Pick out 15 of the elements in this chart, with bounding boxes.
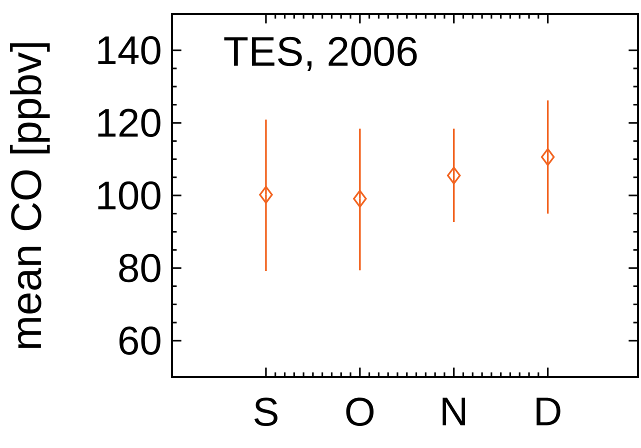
point [259, 186, 273, 204]
y-tick-label: 80 [119, 254, 160, 282]
x-tick-label: S [254, 398, 278, 426]
point [353, 190, 367, 208]
x-tick-label: O [346, 398, 374, 426]
x-tick-label: D [536, 398, 560, 426]
annotation: TES, 2006 [224, 36, 417, 71]
y-tick-label: 60 [120, 326, 160, 355]
x-tick-label: N [442, 398, 466, 426]
point [540, 148, 555, 166]
y-axis-title: mean CO [ppbv] [10, 43, 50, 348]
y-tick-label: 100 [98, 181, 160, 210]
point [446, 166, 461, 184]
y-tick-label: 140 [98, 36, 160, 64]
y-tick-label: 120 [98, 108, 160, 138]
